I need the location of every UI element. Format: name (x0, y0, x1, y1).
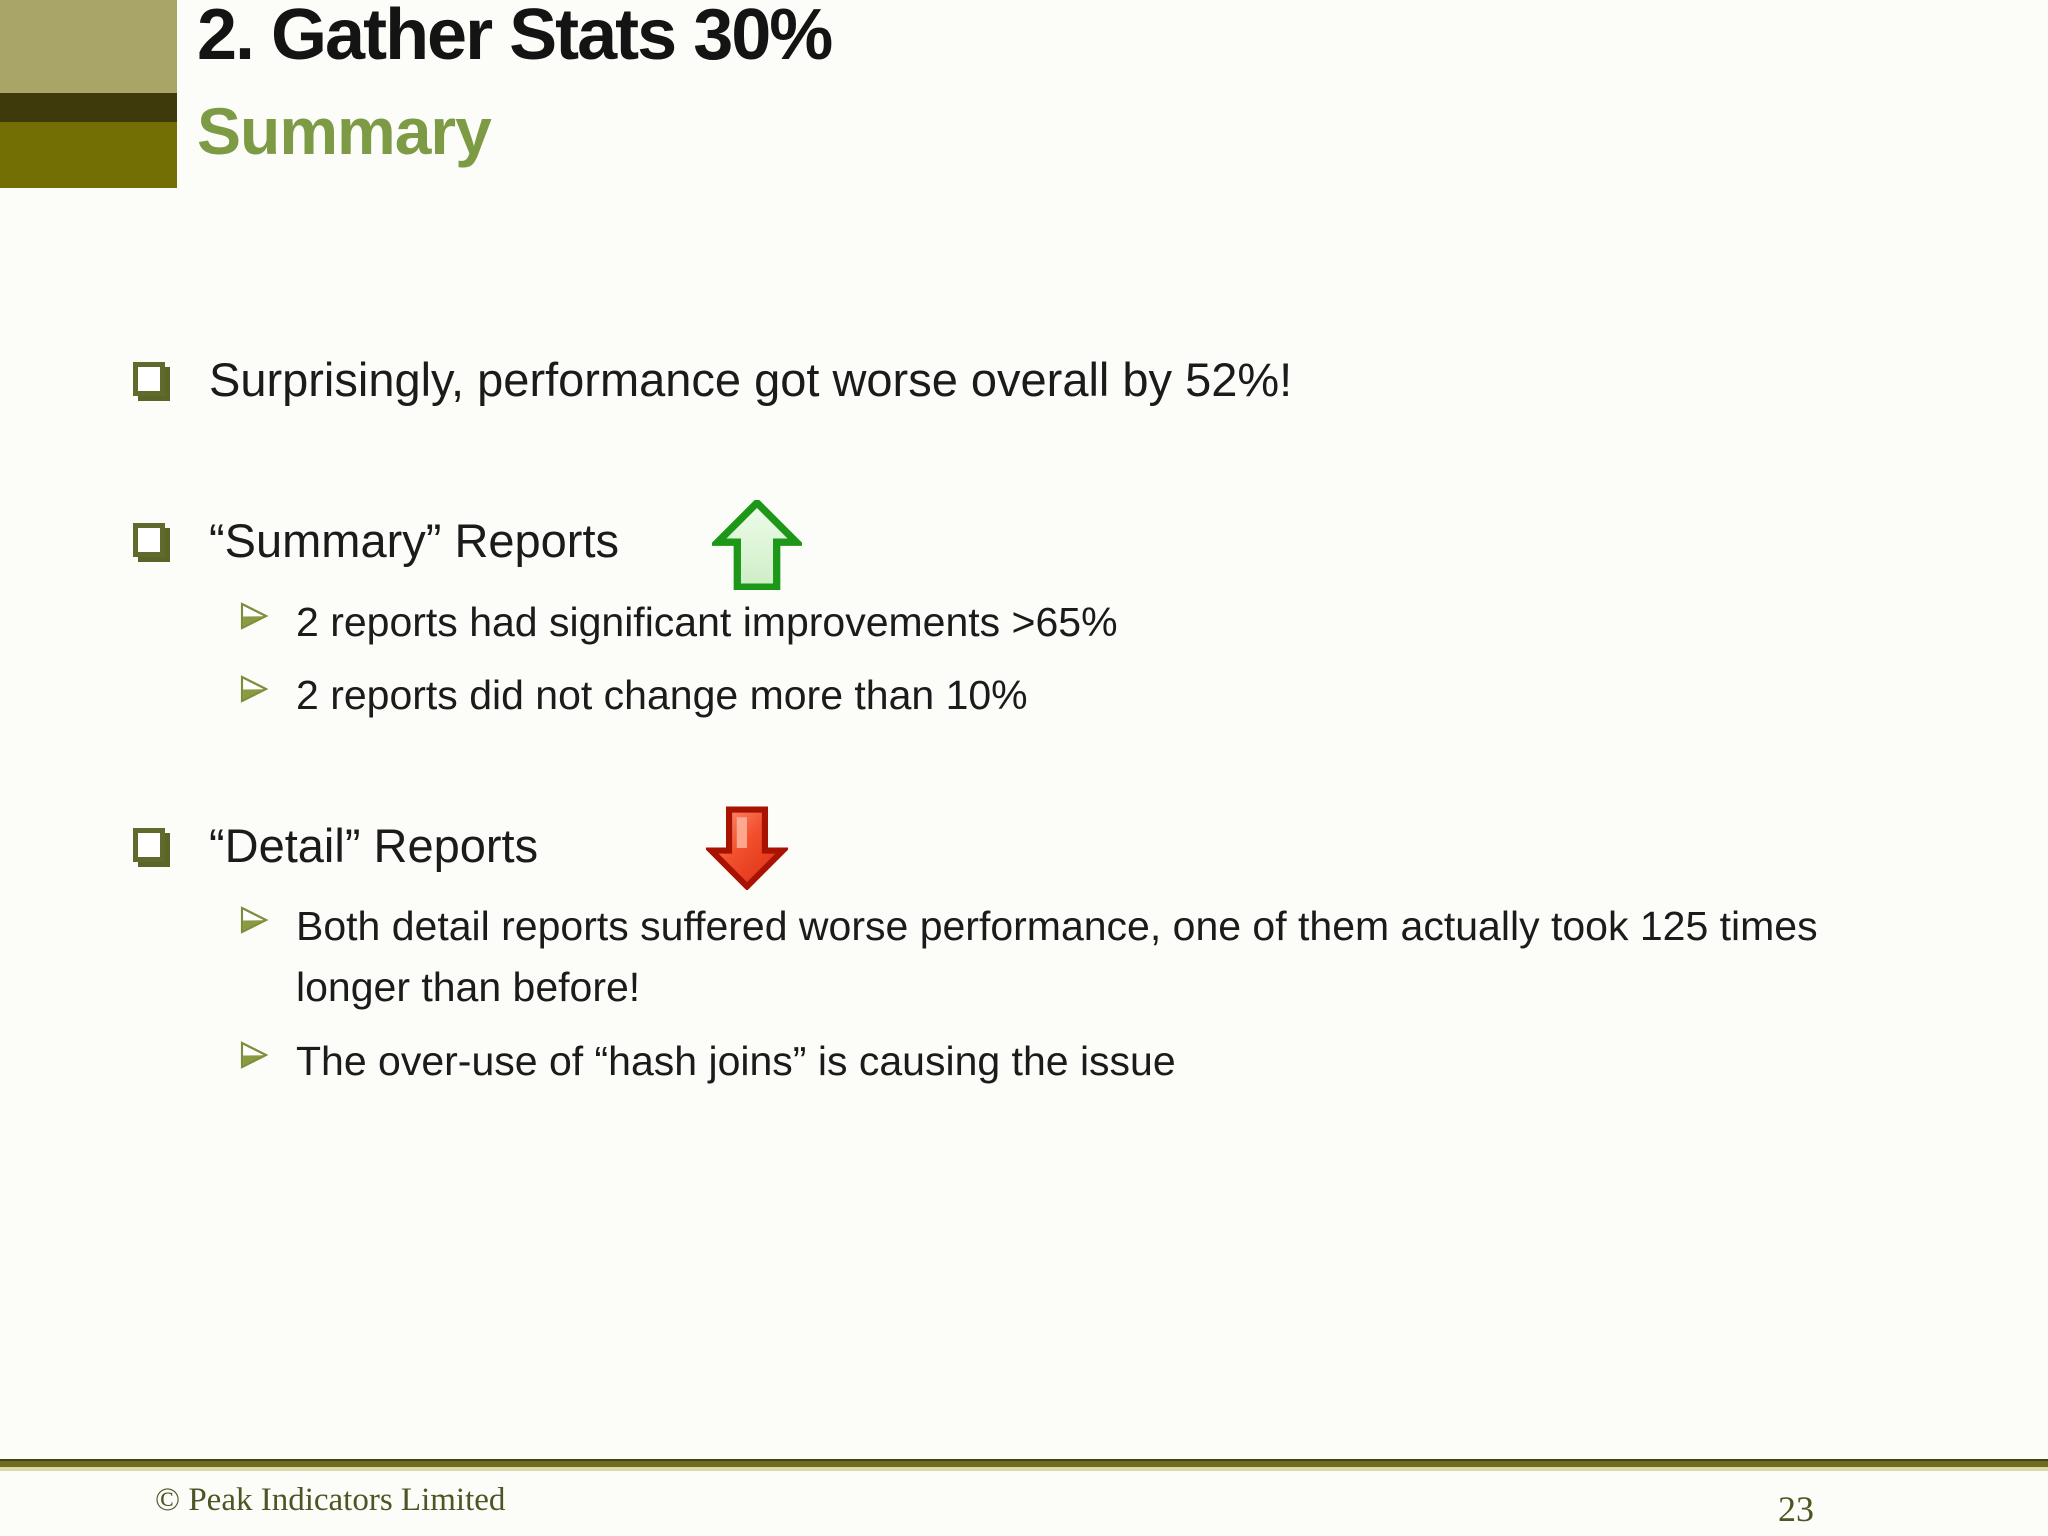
sub-bullet-text: 2 reports did not change more than 10% (296, 672, 1028, 718)
header-accent-khaki-block (0, 0, 177, 93)
arrowhead-bullet-icon (240, 1041, 269, 1069)
arrowhead-bullet-icon (240, 675, 269, 703)
footer-divider (0, 1459, 2048, 1471)
bullet-text: Surprisingly, performance got worse over… (209, 353, 1293, 406)
square-bullet-icon (133, 523, 165, 557)
bullet-item: “Detail” Reports (133, 818, 538, 874)
sub-bullet-text: The over-use of “hash joins” is causing … (296, 1038, 1176, 1084)
green-up-arrow-icon (712, 500, 802, 590)
red-down-arrow-icon (706, 806, 788, 890)
arrowhead-bullet-icon (240, 602, 269, 630)
sub-bullet-text: Both detail reports suffered worse perfo… (296, 903, 1818, 1010)
sub-bullet-item: 2 reports did not change more than 10% (238, 665, 1028, 726)
slide-subtitle: Summary (197, 94, 492, 168)
bullet-item: “Summary” Reports (133, 513, 619, 569)
sub-bullet-item: Both detail reports suffered worse perfo… (238, 896, 1878, 1018)
header-accent-olive-block (0, 122, 177, 188)
bullet-text: “Summary” Reports (209, 514, 620, 567)
sub-bullet-item: 2 reports had significant improvements >… (238, 592, 1118, 653)
arrowhead-bullet-icon (240, 906, 269, 934)
square-bullet-icon (133, 828, 165, 862)
square-bullet-icon (133, 362, 165, 396)
bullet-text: “Detail” Reports (209, 819, 539, 872)
header-accent-dark-block (0, 93, 177, 122)
slide-title: 2. Gather Stats 30% (197, 0, 833, 75)
bullet-item: Surprisingly, performance got worse over… (133, 352, 1292, 408)
footer-copyright: © Peak Indicators Limited (155, 1482, 506, 1518)
sub-bullet-text: 2 reports had significant improvements >… (296, 599, 1118, 645)
slide-page-number: 23 (1778, 1489, 1814, 1529)
sub-bullet-item: The over-use of “hash joins” is causing … (238, 1031, 1176, 1092)
